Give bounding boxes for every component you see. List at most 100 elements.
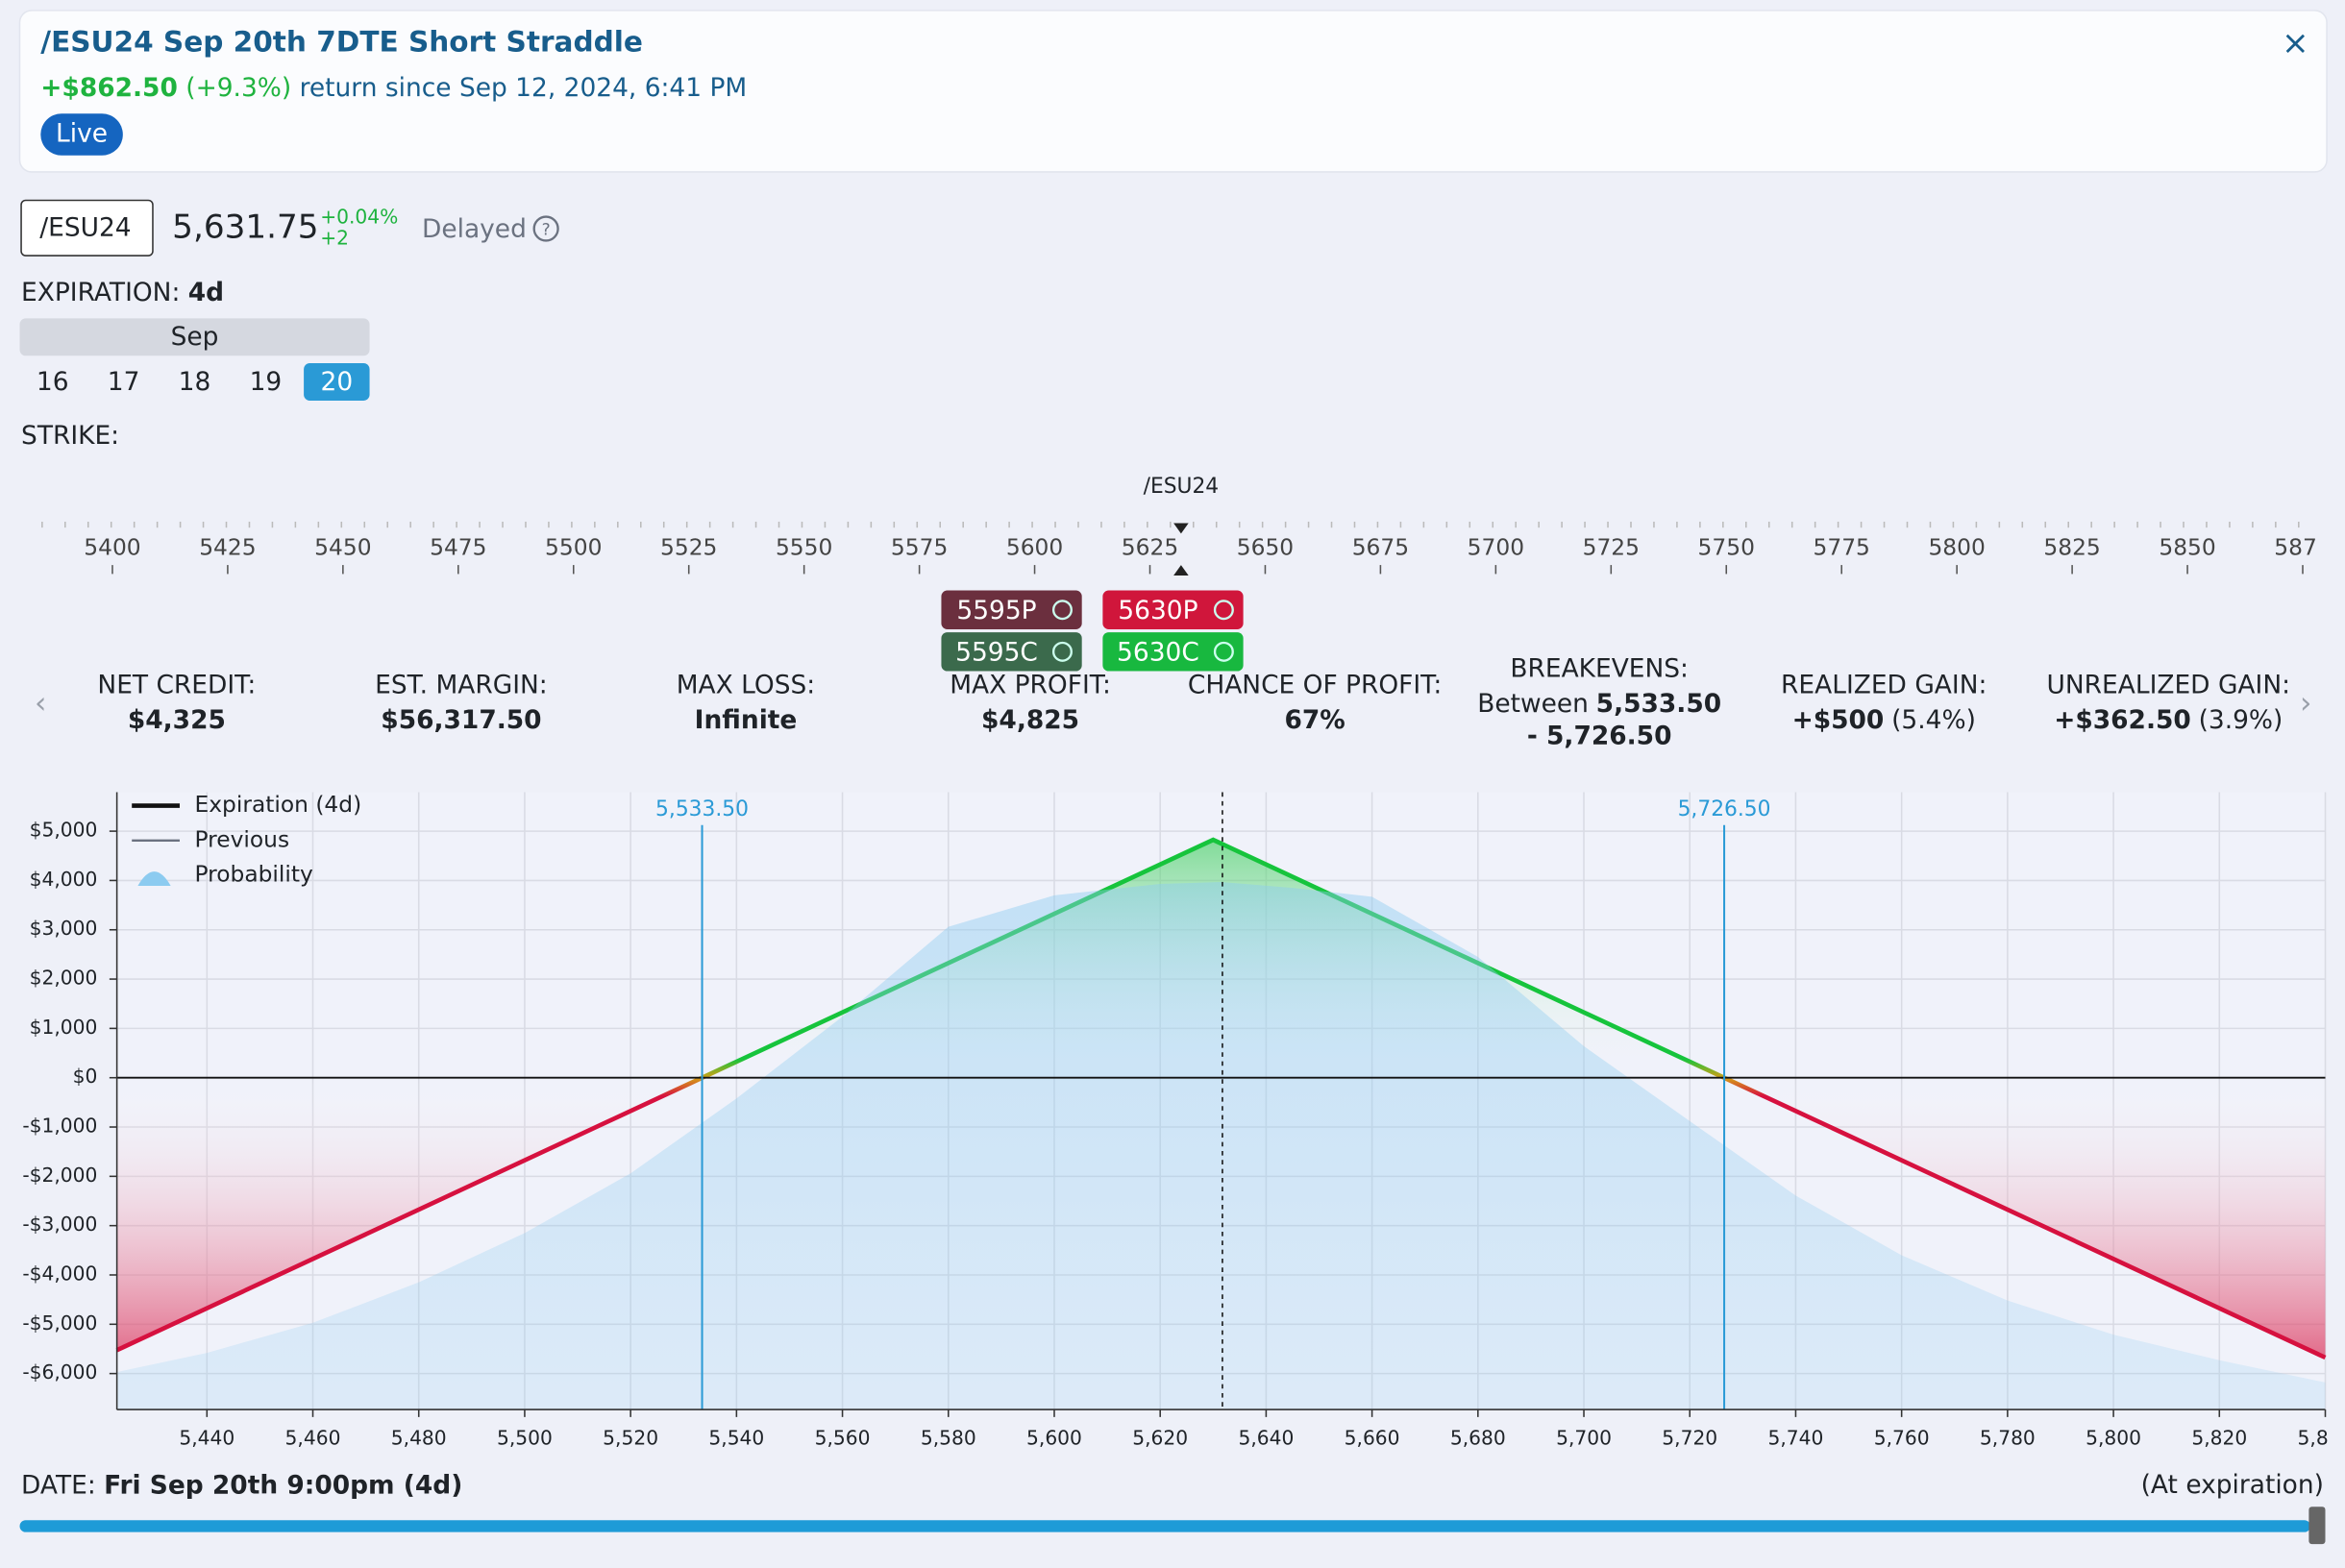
y-tick-label: -$1,000 bbox=[22, 1115, 97, 1138]
y-tick-label: -$2,000 bbox=[22, 1164, 97, 1187]
title: /ESU24 Sep 20th 7DTE Short Straddle bbox=[40, 26, 643, 59]
day[interactable]: 18 bbox=[179, 367, 211, 397]
stat-label: MAX LOSS: bbox=[677, 671, 815, 700]
return-text: return since Sep 12, 2024, 6:41 PM bbox=[300, 72, 748, 102]
strike-tick-label: 5550 bbox=[776, 533, 832, 560]
next-arrow[interactable]: › bbox=[2300, 686, 2311, 721]
stat-value: $4,325 bbox=[128, 704, 226, 734]
y-tick-label: -$6,000 bbox=[22, 1360, 97, 1384]
leg-badge[interactable] bbox=[941, 590, 1082, 629]
leg-badge[interactable] bbox=[941, 632, 1082, 672]
legend-label: Expiration (4d) bbox=[195, 791, 362, 818]
payoff-chart: $5,000 $4,000 $3,000 $2,000 $1,000 $0 -$1,000 -… bbox=[22, 791, 2345, 1450]
x-tick-label: 5,500 bbox=[497, 1427, 553, 1450]
day[interactable]: 19 bbox=[250, 367, 283, 397]
y-tick-label: -$5,000 bbox=[22, 1311, 97, 1335]
expiration-value: 4d bbox=[188, 277, 224, 306]
strike-tick-label: 5875 bbox=[2274, 533, 2331, 560]
live-text: Live bbox=[56, 119, 108, 149]
strike-tick-label: 5700 bbox=[1468, 533, 1524, 560]
day[interactable]: 16 bbox=[37, 367, 69, 397]
prev-arrow[interactable]: ‹ bbox=[35, 686, 46, 721]
close-button[interactable]: × bbox=[2282, 24, 2309, 62]
y-tick-label: $3,000 bbox=[30, 917, 98, 940]
y-tick-label: $1,000 bbox=[30, 1016, 98, 1039]
strike-tick-label: 5775 bbox=[1814, 533, 1870, 560]
strike-tick-label: 5725 bbox=[1583, 533, 1640, 560]
x-tick-label: 5,740 bbox=[1768, 1427, 1824, 1450]
x-tick-label: 5,780 bbox=[1980, 1427, 2036, 1450]
symbol: /ESU24 bbox=[39, 213, 131, 243]
leg-badge[interactable] bbox=[1102, 632, 1244, 672]
help-icon[interactable] bbox=[532, 215, 559, 242]
x-tick-label: 5,620 bbox=[1132, 1427, 1188, 1450]
leg-label: 5630C bbox=[1117, 637, 1199, 667]
probability-area bbox=[116, 881, 2326, 1410]
x-tick-label: 5,640 bbox=[1238, 1427, 1294, 1450]
x-tick-label: 5,560 bbox=[815, 1427, 871, 1450]
strike-tick-label: 5800 bbox=[1928, 533, 1985, 560]
days: 16 17 18 19 20 bbox=[37, 363, 370, 401]
stat-value-text: 5,533.50 bbox=[1596, 688, 1721, 718]
x-tick-label: 5,720 bbox=[1662, 1427, 1717, 1450]
x-tick-label: 5,840 bbox=[2298, 1427, 2345, 1450]
day[interactable]: 20 bbox=[320, 367, 353, 397]
expiration: EXPIRATION: 4d bbox=[21, 277, 224, 306]
stat-label: REALIZED GAIN: bbox=[1781, 671, 1987, 700]
leg-label: 5595C bbox=[955, 637, 1038, 667]
month: Sep bbox=[171, 322, 219, 352]
change: +2 bbox=[320, 226, 349, 249]
leg-badge[interactable] bbox=[1102, 590, 1244, 629]
strike-ruler: 5400 5425 5450 5475 5500 5525 5550 5575 5600 5625… bbox=[41, 475, 2331, 672]
leg-icon bbox=[1213, 600, 1234, 621]
strike-tick-label: 5500 bbox=[545, 533, 602, 560]
x-tick-label: 5,820 bbox=[2191, 1427, 2247, 1450]
leg-icon bbox=[1051, 600, 1073, 621]
strike-ticks: 5400 5425 5450 5475 5500 5525 5550 5575 5600 5625… bbox=[41, 521, 2331, 575]
stat-value-text: $56,317.50 bbox=[381, 704, 541, 734]
breakeven-label: 5,533.50 bbox=[655, 797, 749, 821]
strike-tick-label: 5400 bbox=[84, 533, 140, 560]
day-selected bbox=[304, 363, 370, 401]
stats: NET CREDIT: $4,325 EST. MARGIN: $56,317.50 M… bbox=[97, 653, 2290, 750]
stat-label: NET CREDIT: bbox=[97, 671, 256, 700]
legend-swatch bbox=[137, 871, 171, 886]
strike-tick-label: 5825 bbox=[2043, 533, 2100, 560]
stat-value: 67% bbox=[1284, 704, 1345, 734]
y-tick-label: $2,000 bbox=[30, 967, 98, 990]
feed-status: Delayed bbox=[422, 214, 527, 244]
strike-tick-label: 5525 bbox=[660, 533, 717, 560]
slider-handle[interactable] bbox=[2308, 1507, 2326, 1545]
strike-tick-label: 5575 bbox=[891, 533, 948, 560]
breakeven-label: 5,726.50 bbox=[1678, 797, 1771, 821]
x-tick-labels: 5,440 5,460 5,480 5,500 5,520 5,540 5,560 5,580… bbox=[179, 1427, 2345, 1450]
return-amount: +$862.50 bbox=[40, 72, 178, 102]
x-tick-label: 5,480 bbox=[391, 1427, 447, 1450]
date-slider[interactable] bbox=[19, 1520, 2310, 1532]
x-tick-label: 5,700 bbox=[1556, 1427, 1612, 1450]
stat-label: CHANCE OF PROFIT: bbox=[1188, 671, 1442, 700]
stat-label: EST. MARGIN: bbox=[375, 671, 548, 700]
x-tick-label: 5,540 bbox=[708, 1427, 764, 1450]
x-tick-label: 5,600 bbox=[1026, 1427, 1082, 1450]
stat-detail: (5.4%) bbox=[1891, 704, 1976, 734]
strike-tick-label: 5475 bbox=[430, 533, 486, 560]
day[interactable]: 17 bbox=[108, 367, 140, 397]
price: 5,631.75 bbox=[172, 208, 318, 247]
y-tick-label: $4,000 bbox=[30, 868, 98, 891]
stat-label: MAX PROFIT: bbox=[950, 671, 1111, 700]
x-tick-label: 5,460 bbox=[285, 1427, 341, 1450]
x-tick-label: 5,760 bbox=[1874, 1427, 1930, 1450]
x-tick-label: 5,680 bbox=[1450, 1427, 1506, 1450]
stat-value: $4,825 bbox=[981, 704, 1079, 734]
stat-value-text: +$500 bbox=[1792, 704, 1885, 734]
y-tick-label: -$3,000 bbox=[22, 1213, 97, 1236]
strike-tick-label: 5625 bbox=[1122, 533, 1178, 560]
symbol-input[interactable] bbox=[20, 199, 154, 257]
strike-tick-label: 5750 bbox=[1698, 533, 1755, 560]
return-percent: (+9.3%) bbox=[185, 72, 291, 102]
stat-value-2: - 5,726.50 bbox=[1527, 721, 1672, 750]
stat-value-text: 67% bbox=[1284, 704, 1345, 734]
strike-tick-label: 5650 bbox=[1237, 533, 1294, 560]
